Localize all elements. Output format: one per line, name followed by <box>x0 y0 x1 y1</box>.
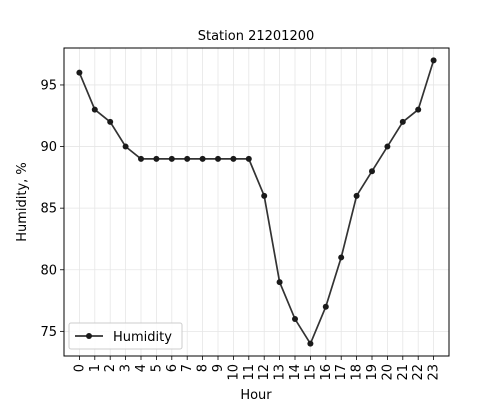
series-line-humidity <box>78 60 435 346</box>
legend-label-humidity: Humidity <box>113 330 172 345</box>
data-point <box>153 155 160 162</box>
y-tick-label: 80 <box>40 263 57 278</box>
data-point <box>415 106 422 113</box>
x-axis-label: Hour <box>240 388 272 400</box>
y-tick-label: 90 <box>40 140 57 155</box>
data-point <box>245 155 252 162</box>
series-markers <box>76 57 437 347</box>
x-tick-label: 21 <box>396 364 411 381</box>
legend-marker-swatch <box>86 333 92 339</box>
legend: Humidity <box>68 322 183 350</box>
x-tick-label: 5 <box>149 364 164 372</box>
y-tick-label: 95 <box>40 78 57 93</box>
data-point <box>230 155 237 162</box>
data-point <box>199 155 206 162</box>
x-tick-label: 0 <box>72 364 87 372</box>
data-point <box>384 143 391 150</box>
x-tick-label: 20 <box>380 364 395 381</box>
x-tick-label: 6 <box>165 364 180 372</box>
x-tick-label: 9 <box>211 364 226 372</box>
gridlines <box>64 48 449 356</box>
data-point <box>138 155 144 162</box>
data-point <box>107 118 114 125</box>
x-tick-label: 7 <box>180 364 195 372</box>
x-tick-label: 11 <box>242 364 257 381</box>
data-point <box>338 254 345 261</box>
data-point <box>430 57 437 64</box>
x-tick-label: 4 <box>134 364 149 372</box>
data-point <box>261 192 268 199</box>
data-point <box>307 340 314 347</box>
x-tick-label: 19 <box>365 364 380 381</box>
data-point <box>353 192 360 199</box>
y-axis-ticks: 75 80 85 90 95 <box>40 78 64 340</box>
data-point <box>322 303 329 310</box>
x-tick-label: 15 <box>303 364 318 381</box>
data-point <box>369 168 375 175</box>
data-point <box>215 155 221 162</box>
x-tick-label: 14 <box>288 364 303 381</box>
x-tick-label: 2 <box>103 364 118 372</box>
x-tick-label: 1 <box>88 364 103 372</box>
plot-frame <box>63 47 450 357</box>
x-tick-label: 12 <box>257 364 272 381</box>
data-point <box>276 279 283 286</box>
x-tick-label: 17 <box>334 364 349 381</box>
x-tick-label: 23 <box>427 364 442 381</box>
data-point <box>399 118 406 125</box>
y-tick-label: 85 <box>40 202 57 217</box>
chart-title: Station 21201200 <box>198 29 315 44</box>
x-tick-label: 8 <box>196 364 211 372</box>
x-tick-label: 18 <box>350 364 365 381</box>
x-tick-label: 16 <box>319 364 334 381</box>
y-tick-label: 75 <box>40 325 57 340</box>
y-axis-label: Humidity, % <box>15 162 30 242</box>
data-point <box>184 155 191 162</box>
x-tick-label: 10 <box>226 364 241 381</box>
x-tick-label: 3 <box>119 364 134 372</box>
x-tick-label: 22 <box>411 364 426 381</box>
legend-box <box>68 322 183 350</box>
data-point <box>76 69 83 76</box>
x-tick-label: 13 <box>273 364 288 381</box>
data-point <box>91 106 98 113</box>
x-axis-ticks: 0 1 2 3 4 5 6 7 8 9 10 11 12 13 14 15 16 17 18 19 20 21 22 23 <box>72 356 442 381</box>
data-point <box>122 143 129 150</box>
data-point <box>292 316 298 323</box>
data-point <box>168 155 175 162</box>
